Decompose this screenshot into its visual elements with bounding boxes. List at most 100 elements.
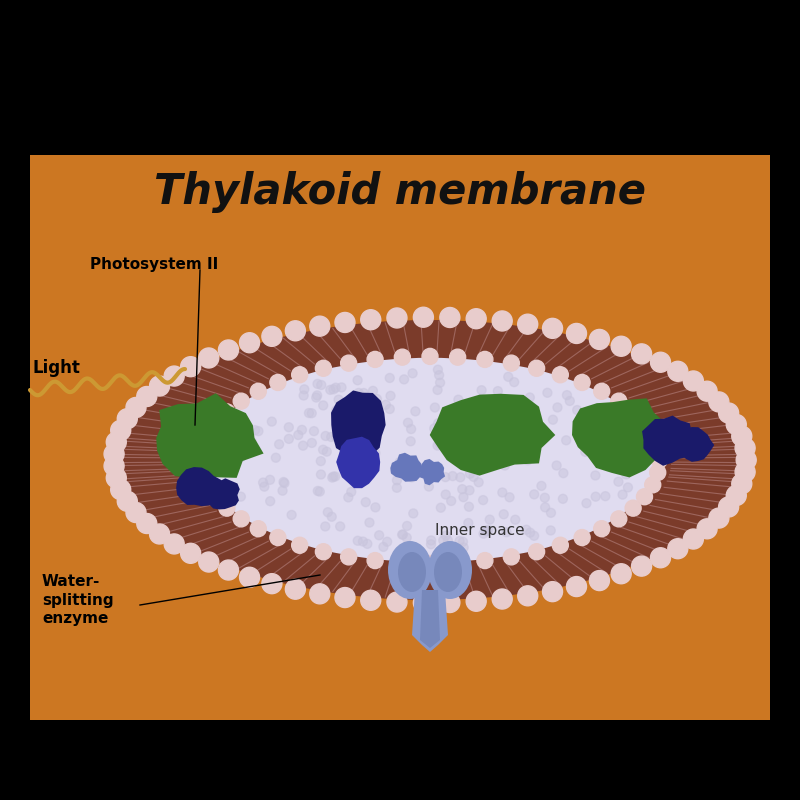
Circle shape <box>294 397 302 406</box>
Circle shape <box>387 592 407 612</box>
Circle shape <box>234 393 250 409</box>
Circle shape <box>278 397 286 406</box>
Circle shape <box>266 475 274 484</box>
Circle shape <box>466 309 486 329</box>
Circle shape <box>390 458 399 466</box>
Circle shape <box>488 522 497 532</box>
Circle shape <box>406 469 415 478</box>
Circle shape <box>310 316 330 336</box>
Circle shape <box>369 386 378 395</box>
Circle shape <box>503 413 512 422</box>
Circle shape <box>492 409 501 418</box>
Circle shape <box>292 366 308 382</box>
Circle shape <box>494 386 502 396</box>
Circle shape <box>709 392 729 412</box>
Circle shape <box>558 494 567 503</box>
Circle shape <box>277 442 286 451</box>
Circle shape <box>352 532 361 541</box>
Circle shape <box>323 508 332 517</box>
Circle shape <box>623 483 633 492</box>
Circle shape <box>507 419 516 428</box>
Circle shape <box>598 430 606 439</box>
Polygon shape <box>430 394 555 475</box>
Circle shape <box>601 492 610 501</box>
Circle shape <box>586 446 595 456</box>
Bar <box>30 155 770 720</box>
Circle shape <box>150 376 170 396</box>
Circle shape <box>402 533 411 542</box>
Circle shape <box>255 477 264 486</box>
Circle shape <box>510 407 520 417</box>
Circle shape <box>326 386 335 394</box>
Circle shape <box>104 444 124 464</box>
Circle shape <box>341 529 350 538</box>
Circle shape <box>322 447 331 456</box>
Circle shape <box>393 476 402 485</box>
Circle shape <box>472 451 481 460</box>
Circle shape <box>512 505 521 514</box>
Circle shape <box>459 414 468 424</box>
Circle shape <box>496 410 506 419</box>
Circle shape <box>514 461 522 470</box>
Circle shape <box>472 483 481 492</box>
Circle shape <box>610 511 626 527</box>
Circle shape <box>607 448 616 457</box>
Polygon shape <box>677 427 714 462</box>
Circle shape <box>472 468 482 477</box>
Circle shape <box>541 503 550 512</box>
Circle shape <box>239 333 259 353</box>
Circle shape <box>296 484 306 494</box>
Circle shape <box>502 528 511 537</box>
Circle shape <box>250 383 266 399</box>
Circle shape <box>225 429 234 438</box>
Circle shape <box>374 405 382 414</box>
Circle shape <box>526 393 534 402</box>
Circle shape <box>637 415 653 431</box>
Circle shape <box>361 310 381 330</box>
Circle shape <box>303 516 312 525</box>
Circle shape <box>477 471 486 480</box>
Circle shape <box>448 418 457 426</box>
Circle shape <box>301 406 310 414</box>
Ellipse shape <box>388 541 432 599</box>
Circle shape <box>492 589 512 609</box>
Circle shape <box>247 438 256 446</box>
Circle shape <box>362 449 370 458</box>
Circle shape <box>303 434 312 442</box>
Circle shape <box>516 415 525 425</box>
Circle shape <box>503 355 519 371</box>
Circle shape <box>527 420 536 430</box>
Circle shape <box>526 528 534 537</box>
Circle shape <box>286 579 306 599</box>
Circle shape <box>330 472 340 481</box>
Circle shape <box>331 433 341 442</box>
Circle shape <box>110 420 130 440</box>
Polygon shape <box>205 478 240 510</box>
Circle shape <box>310 507 319 516</box>
Circle shape <box>199 477 215 493</box>
Circle shape <box>574 461 583 470</box>
Circle shape <box>284 422 294 432</box>
Circle shape <box>482 526 491 536</box>
Circle shape <box>459 543 468 552</box>
Circle shape <box>591 448 600 457</box>
Circle shape <box>542 522 552 530</box>
Polygon shape <box>412 590 448 652</box>
Circle shape <box>441 473 450 482</box>
Circle shape <box>409 509 418 518</box>
Circle shape <box>499 510 508 518</box>
Circle shape <box>477 351 493 367</box>
Circle shape <box>318 446 327 454</box>
Circle shape <box>444 524 453 534</box>
Circle shape <box>456 473 465 482</box>
Circle shape <box>491 442 501 451</box>
Circle shape <box>218 340 238 360</box>
Circle shape <box>573 406 582 414</box>
Circle shape <box>470 464 479 473</box>
Circle shape <box>732 474 752 494</box>
Circle shape <box>556 479 565 488</box>
Circle shape <box>542 423 551 432</box>
Circle shape <box>480 452 489 461</box>
Circle shape <box>668 362 688 382</box>
Circle shape <box>286 321 306 341</box>
